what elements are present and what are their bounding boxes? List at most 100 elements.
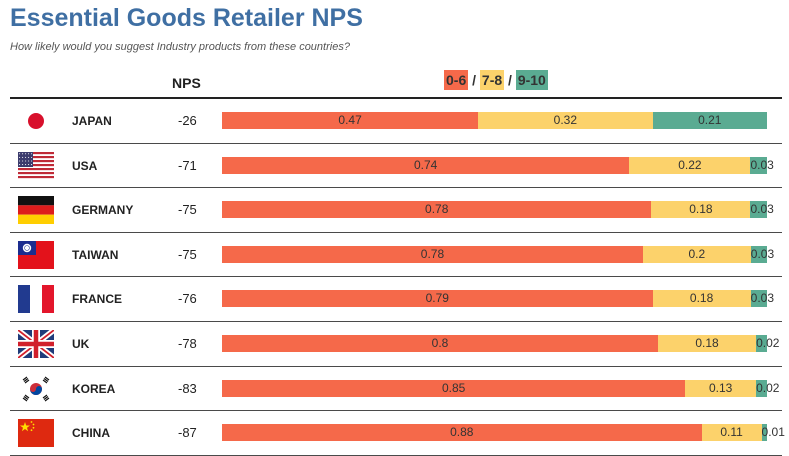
segment-value-label: 0.22 xyxy=(678,157,702,172)
table-row: USA -71 0.74 0.22 0.03 xyxy=(0,144,789,189)
detractor-segment: 0.78 xyxy=(222,245,643,263)
stacked-bar: 0.85 0.13 0.02 xyxy=(222,379,780,397)
nps-value: -76 xyxy=(178,291,197,307)
promoter-segment: 0.03 xyxy=(750,201,774,219)
table-row: GERMANY -75 0.78 0.18 0.03 xyxy=(0,188,789,233)
segment-value-label: 0.78 xyxy=(425,202,449,217)
segment-value-label: 0.78 xyxy=(420,246,445,261)
stacked-bar: 0.78 0.18 0.03 xyxy=(222,201,774,219)
segment-value-label: 0.47 xyxy=(338,113,362,127)
passive-segment: 0.22 xyxy=(629,156,751,174)
row-divider xyxy=(10,142,782,144)
promoter-segment: 0.02 xyxy=(756,335,780,352)
promoter-segment: 0.03 xyxy=(750,290,774,308)
segment-value-label: 0.74 xyxy=(414,157,438,172)
detractor-segment: 0.85 xyxy=(222,379,686,397)
japan-flag-icon xyxy=(18,107,54,135)
detractor-segment: 0.8 xyxy=(222,335,658,352)
detractor-segment: 0.78 xyxy=(222,201,652,219)
segment-value-label: 0.03 xyxy=(750,291,774,306)
promoter-segment: 0.01 xyxy=(761,424,785,442)
country-label: CHINA xyxy=(72,426,110,441)
stacked-bar: 0.47 0.32 0.21 xyxy=(222,112,767,129)
nps-column-header: NPS xyxy=(172,75,201,91)
passive-segment: 0.2 xyxy=(642,245,751,263)
segment-value-label: 0.2 xyxy=(688,246,706,261)
korea-flag-icon xyxy=(18,374,54,403)
table-row: TAIWAN -75 0.78 0.2 0.03 xyxy=(0,233,789,278)
row-divider xyxy=(10,365,782,367)
legend-item-promoters: 9-10 xyxy=(515,70,548,90)
table-row: CHINA -87 0.88 0.11 0.01 xyxy=(0,411,789,456)
segment-value-label: 0.88 xyxy=(450,425,474,440)
passive-segment: 0.32 xyxy=(478,112,653,129)
chart-subtitle: How likely would you suggest Industry pr… xyxy=(10,41,350,53)
stacked-bar: 0.79 0.18 0.03 xyxy=(222,290,774,308)
stacked-bar: 0.8 0.18 0.02 xyxy=(222,335,780,352)
header-divider xyxy=(10,97,782,99)
nps-value: -75 xyxy=(178,246,197,262)
stacked-bar: 0.74 0.22 0.03 xyxy=(222,156,774,174)
segment-value-label: 0.02 xyxy=(756,336,780,350)
chart-title: Essential Goods Retailer NPS xyxy=(10,4,363,32)
segment-value-label: 0.79 xyxy=(425,291,449,306)
passive-segment: 0.18 xyxy=(652,290,751,308)
segment-value-label: 0.03 xyxy=(750,157,774,172)
stacked-bar: 0.78 0.2 0.03 xyxy=(222,245,775,263)
nps-value: -71 xyxy=(178,157,197,173)
legend-separator: / xyxy=(468,72,480,88)
segment-value-label: 0.18 xyxy=(695,336,719,350)
country-label: GERMANY xyxy=(72,203,134,218)
detractor-segment: 0.74 xyxy=(222,156,630,174)
promoter-segment: 0.03 xyxy=(750,245,775,263)
germany-flag-icon xyxy=(18,196,54,225)
legend: 0-6 / 7-8 / 9-10 xyxy=(444,70,548,90)
country-label: USA xyxy=(72,158,98,173)
segment-value-label: 0.85 xyxy=(441,380,466,395)
row-divider xyxy=(10,187,782,189)
row-divider xyxy=(10,231,782,233)
country-label: KOREA xyxy=(72,381,116,396)
segment-value-label: 0.13 xyxy=(708,380,733,395)
country-label: JAPAN xyxy=(72,114,112,128)
table-row: UK -78 0.8 0.18 0.02 xyxy=(0,322,789,367)
country-label: UK xyxy=(72,337,90,351)
promoter-segment: 0.02 xyxy=(756,379,780,397)
segment-value-label: 0.8 xyxy=(431,336,449,350)
legend-separator: / xyxy=(504,72,516,88)
passive-segment: 0.18 xyxy=(651,201,751,219)
nps-value: -83 xyxy=(178,380,197,396)
france-flag-icon xyxy=(18,285,54,314)
row-divider xyxy=(10,320,782,322)
segment-value-label: 0.18 xyxy=(689,291,714,306)
segment-value-label: 0.18 xyxy=(689,202,713,217)
segment-value-label: 0.32 xyxy=(553,113,578,127)
passive-segment: 0.11 xyxy=(701,424,762,442)
table-row: JAPAN -26 0.47 0.32 0.21 xyxy=(0,99,789,144)
row-divider xyxy=(10,410,782,412)
usa-flag-icon xyxy=(18,151,54,180)
detractor-segment: 0.47 xyxy=(222,112,479,129)
segment-value-label: 0.03 xyxy=(750,246,775,261)
nps-value: -26 xyxy=(178,113,197,128)
passive-segment: 0.13 xyxy=(685,379,757,397)
nps-value: -87 xyxy=(178,425,197,441)
uk-flag-icon xyxy=(18,330,54,358)
segment-value-label: 0.02 xyxy=(756,380,780,395)
table-row: FRANCE -76 0.79 0.18 0.03 xyxy=(0,277,789,322)
detractor-segment: 0.88 xyxy=(222,424,702,442)
passive-segment: 0.18 xyxy=(658,335,757,352)
table-row: KOREA -83 0.85 0.13 0.02 xyxy=(0,367,789,412)
legend-item-passives: 7-8 xyxy=(479,70,505,90)
stacked-bar: 0.88 0.11 0.01 xyxy=(222,424,785,442)
segment-value-label: 0.03 xyxy=(750,202,774,217)
segment-value-label: 0.21 xyxy=(698,113,722,127)
detractor-segment: 0.79 xyxy=(222,290,653,308)
taiwan-flag-icon xyxy=(18,240,54,269)
row-divider xyxy=(10,276,782,278)
nps-value: -78 xyxy=(178,336,197,351)
country-label: TAIWAN xyxy=(72,247,119,262)
nps-value: -75 xyxy=(178,202,197,218)
promoter-segment: 0.03 xyxy=(750,156,774,174)
china-flag-icon xyxy=(18,419,54,448)
